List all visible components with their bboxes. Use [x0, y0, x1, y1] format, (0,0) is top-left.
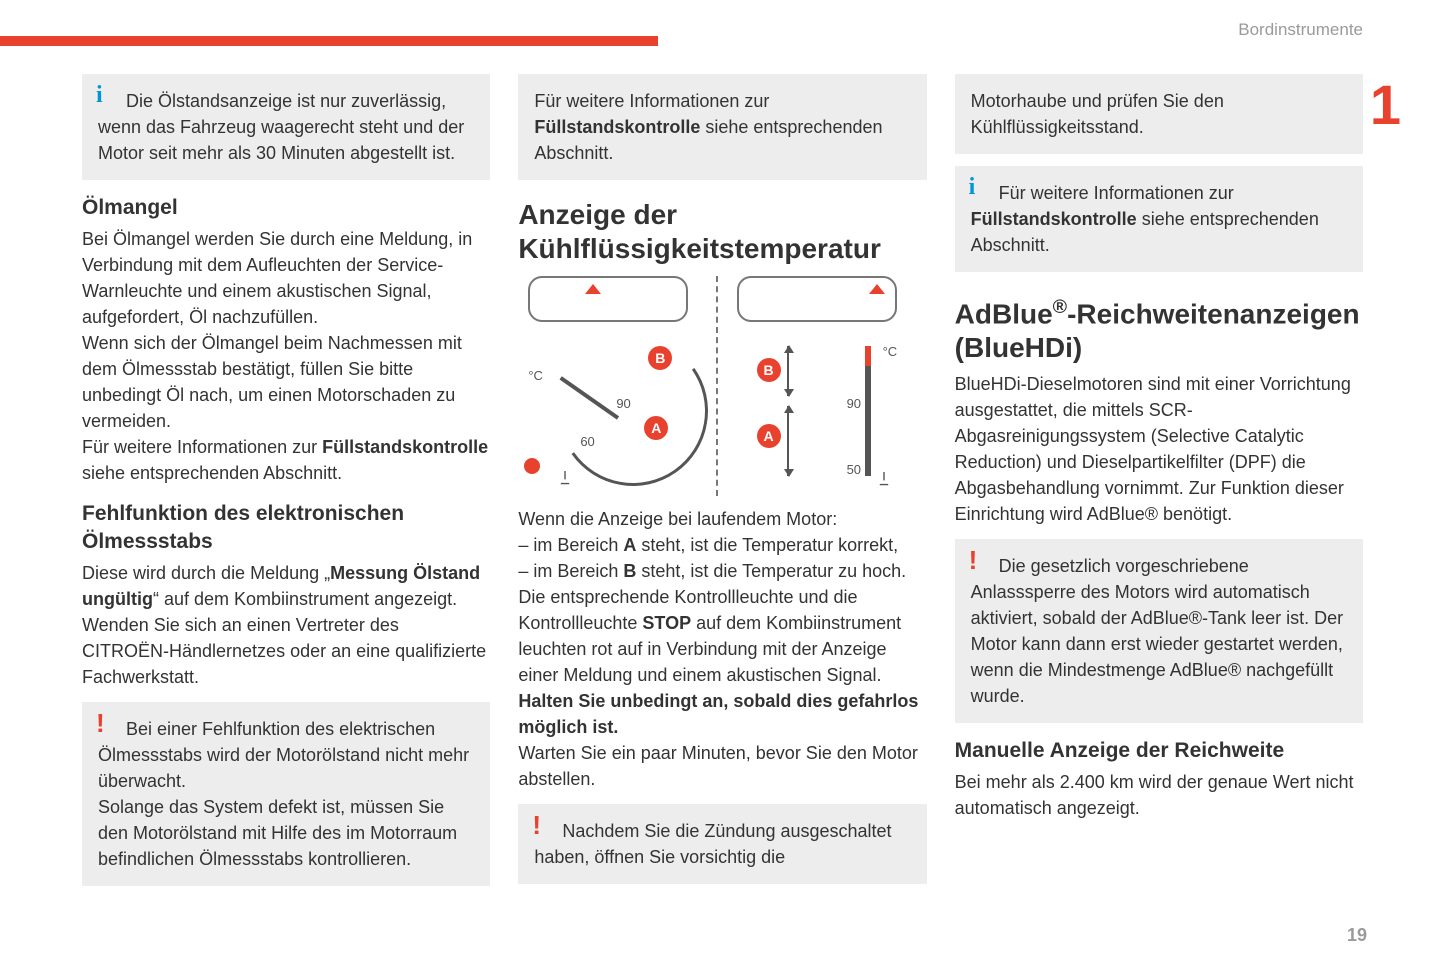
text-bold: A	[623, 535, 636, 555]
zone-marker-a: A	[757, 424, 781, 448]
coolant-gauge-diagram: °C 90 60 B A	[518, 276, 926, 496]
text-bold: Füllstandskontrolle	[322, 437, 488, 457]
tick-90: 90	[616, 396, 630, 411]
warning-text: Nachdem Sie die Zündung ausgeschaltet ha…	[534, 818, 910, 870]
text-fragment: Für weitere Informationen zur	[82, 437, 322, 457]
registered-mark: ®	[1053, 296, 1067, 318]
warning-box-dipstick-fault: Bei einer Fehlfunktion des elektrischen …	[82, 702, 490, 886]
zone-a-arrow	[787, 406, 789, 476]
text-fragment: “ auf dem Kombiinstrument angezeigt.	[153, 589, 457, 609]
tick-60: 60	[580, 434, 594, 449]
text-fragment: AdBlue	[955, 298, 1053, 329]
column-1: Die Ölstandsanzeige ist nur zuverlässig,…	[82, 74, 490, 886]
text-bold: STOP	[642, 613, 691, 633]
body-text: Wenn die Anzeige bei laufendem Motor:	[518, 506, 926, 532]
unit-label: °C	[528, 368, 543, 383]
gauge-arc	[546, 324, 720, 498]
warning-box-adblue-lock: Die gesetzlich vorgeschriebene Anlassspe…	[955, 539, 1363, 723]
heading-adblue: AdBlue®-Reichweitenanzeigen (BlueHDi)	[955, 290, 1363, 365]
body-text: BlueHDi-Dieselmotoren sind mit einer Vor…	[955, 371, 1363, 527]
digital-gauge: B A °C 90 50	[727, 276, 927, 496]
text-bold: B	[623, 561, 636, 581]
chapter-title: Bordinstrumente	[1238, 20, 1363, 40]
body-text: Diese wird durch die Meldung „Messung Öl…	[82, 560, 490, 612]
body-text-bold: Halten Sie unbedingt an, sobald dies gef…	[518, 688, 926, 740]
heading-fehlfunktion: Fehlfunktion des elektronischen Ölmessst…	[82, 500, 490, 556]
text-fragment: siehe entsprechenden Abschnitt.	[82, 463, 342, 483]
info-box-fuellstand-ref: Für weitere Informationen zur Füllstands…	[955, 166, 1363, 272]
content-columns: Die Ölstandsanzeige ist nur zuverlässig,…	[82, 74, 1363, 886]
body-text: Bei Ölmangel werden Sie durch eine Meldu…	[82, 226, 490, 330]
heading-manual-range: Manuelle Anzeige der Reichweite	[955, 737, 1363, 765]
dashboard-outline	[737, 276, 897, 322]
warning-dot-icon	[524, 458, 540, 474]
warning-text: Bei einer Fehlfunktion des elektrischen …	[98, 716, 474, 794]
continuation-box: Motorhaube und prüfen Sie den Kühlflüssi…	[955, 74, 1363, 154]
list-item-b: – im Bereich B steht, ist die Temperatur…	[518, 558, 926, 688]
heading-oelmangel: Ölmangel	[82, 194, 490, 222]
unit-label: °C	[883, 344, 898, 359]
text-fragment: – im Bereich	[518, 561, 623, 581]
zone-marker-b: B	[757, 358, 781, 382]
tick-90: 90	[847, 396, 861, 411]
column-3: Motorhaube und prüfen Sie den Kühlflüssi…	[955, 74, 1363, 886]
body-text: Wenn sich der Ölmangel beim Nachmessen m…	[82, 330, 490, 434]
text-fragment: steht, ist die Temperatur korrekt,	[636, 535, 898, 555]
body-text: Wenden Sie sich an einen Vertreter des C…	[82, 612, 490, 690]
body-text: Warten Sie ein paar Minuten, bevor Sie d…	[518, 740, 926, 792]
top-accent-bar	[0, 36, 658, 46]
analog-gauge: °C 90 60 B A	[518, 276, 718, 496]
tick-50: 50	[847, 462, 861, 477]
text-bold: Füllstandskontrolle	[971, 209, 1137, 229]
text-fragment: Für weitere Informationen zur	[999, 183, 1234, 203]
info-text: Die Ölstandsanzeige ist nur zuverlässig,…	[98, 88, 474, 166]
red-indicator-icon	[585, 284, 601, 294]
warning-box-ignition-off: Nachdem Sie die Zündung ausgeschaltet ha…	[518, 804, 926, 884]
info-text: Für weitere Informationen zur Füllstands…	[971, 180, 1347, 258]
warning-text: Die gesetzlich vorgeschriebene Anlassspe…	[971, 553, 1347, 709]
text-fragment: Für weitere Informationen zur	[534, 91, 769, 111]
red-indicator-icon	[869, 284, 885, 294]
text-fragment: – im Bereich	[518, 535, 623, 555]
column-2: Für weitere Informationen zur Füllstands…	[518, 74, 926, 886]
text-fragment: Diese wird durch die Meldung „	[82, 563, 330, 583]
zone-b-arrow	[787, 346, 789, 396]
bar-redzone	[865, 346, 871, 366]
warning-text: Solange das System defekt ist, müssen Si…	[98, 797, 457, 869]
thermometer-icon	[877, 472, 891, 486]
body-text: Motorhaube und prüfen Sie den Kühlflüssi…	[971, 91, 1224, 137]
info-box-fuellstand-ref: Für weitere Informationen zur Füllstands…	[518, 74, 926, 180]
chapter-tab-number: 1	[1370, 72, 1401, 137]
dashboard-outline	[528, 276, 688, 322]
body-text: Für weitere Informationen zur Füllstands…	[82, 434, 490, 486]
page-number: 19	[1347, 925, 1367, 946]
body-text: Bei mehr als 2.400 km wird der genaue We…	[955, 769, 1363, 821]
text-bold: Füllstandskontrolle	[534, 117, 700, 137]
info-box-oil-level-reliable: Die Ölstandsanzeige ist nur zuverlässig,…	[82, 74, 490, 180]
list-item-a: – im Bereich A steht, ist die Temperatur…	[518, 532, 926, 558]
manual-page: Bordinstrumente 1 19 Die Ölstandsanzeige…	[0, 0, 1445, 964]
heading-coolant-temp: Anzeige der Kühlflüssigkeitstemperatur	[518, 198, 926, 266]
thermometer-icon	[558, 471, 572, 485]
